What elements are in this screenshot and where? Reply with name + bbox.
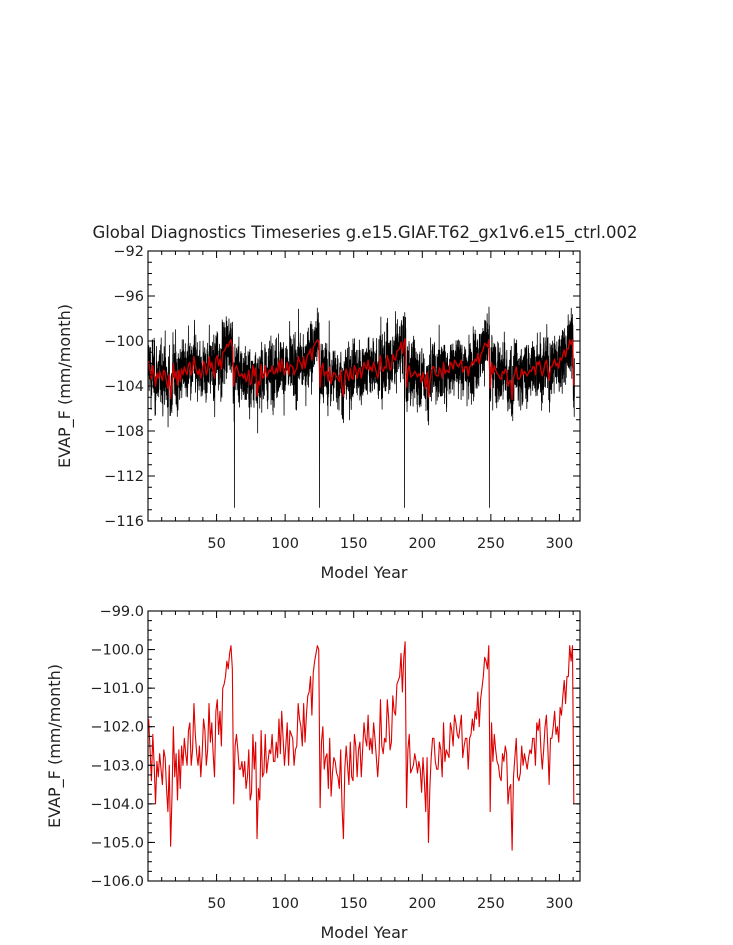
axes-top: 50 100 150 200 250 300 −116 −112 −108 −104 −100 −96… bbox=[104, 244, 580, 552]
y-axis-label-top: EVAP_F (mm/month) bbox=[55, 304, 75, 468]
chart-bottom: 50 100 150 200 250 300 −106.0 −105.0 −104.0 −103.… bbox=[45, 604, 581, 942]
series-annual-mean-line-bottom bbox=[148, 641, 575, 851]
series-group-bottom bbox=[148, 641, 575, 851]
bottom-y-tick-label: −104.0 bbox=[90, 797, 144, 813]
bottom-x-tick-label: 300 bbox=[546, 896, 574, 912]
top-x-tick-label: 300 bbox=[546, 536, 574, 552]
top-x-tick-label: 150 bbox=[340, 536, 368, 552]
top-y-tick-label: −92 bbox=[113, 244, 144, 260]
top-y-tick-label: −100 bbox=[104, 334, 144, 350]
chart-top: Global Diagnostics Timeseries g.e15.GIAF… bbox=[55, 223, 638, 582]
top-y-tick-label: −108 bbox=[104, 424, 144, 440]
bottom-y-tick-label: −101.0 bbox=[90, 681, 144, 697]
x-axis-label-bottom: Model Year bbox=[321, 923, 408, 942]
bottom-y-tick-label: −106.0 bbox=[90, 874, 144, 890]
top-x-tick-label: 250 bbox=[477, 536, 505, 552]
top-x-tick-label: 100 bbox=[271, 536, 299, 552]
series-annual-mean-line-top bbox=[147, 338, 575, 401]
y-axis-label-bottom: EVAP_F (mm/month) bbox=[45, 664, 65, 828]
bottom-x-tick-label: 200 bbox=[408, 896, 436, 912]
top-y-tick-label: −112 bbox=[104, 469, 144, 485]
axes-bottom: 50 100 150 200 250 300 −106.0 −105.0 −104.0 −103.… bbox=[90, 604, 580, 912]
top-y-tick-label: −116 bbox=[104, 514, 144, 530]
bottom-y-tick-label: −105.0 bbox=[90, 835, 144, 851]
bottom-y-tick-label: −99.0 bbox=[100, 604, 144, 620]
x-axis-label-top: Model Year bbox=[321, 563, 408, 582]
top-x-tick-label: 200 bbox=[408, 536, 436, 552]
series-group-top bbox=[147, 306, 575, 508]
bottom-y-tick-label: −102.0 bbox=[90, 720, 144, 736]
bottom-x-tick-label: 150 bbox=[340, 896, 368, 912]
top-y-tick-label: −96 bbox=[113, 289, 144, 305]
bottom-y-tick-label: −103.0 bbox=[90, 758, 144, 774]
bottom-y-tick-label: −100.0 bbox=[90, 643, 144, 659]
bottom-x-tick-label: 100 bbox=[271, 896, 299, 912]
series-monthly-line bbox=[147, 306, 575, 508]
bottom-x-tick-label: 250 bbox=[477, 896, 505, 912]
bottom-x-tick-label: 50 bbox=[207, 896, 225, 912]
top-y-tick-label: −104 bbox=[104, 379, 144, 395]
top-x-tick-label: 50 bbox=[207, 536, 225, 552]
chart-title: Global Diagnostics Timeseries g.e15.GIAF… bbox=[92, 223, 637, 243]
